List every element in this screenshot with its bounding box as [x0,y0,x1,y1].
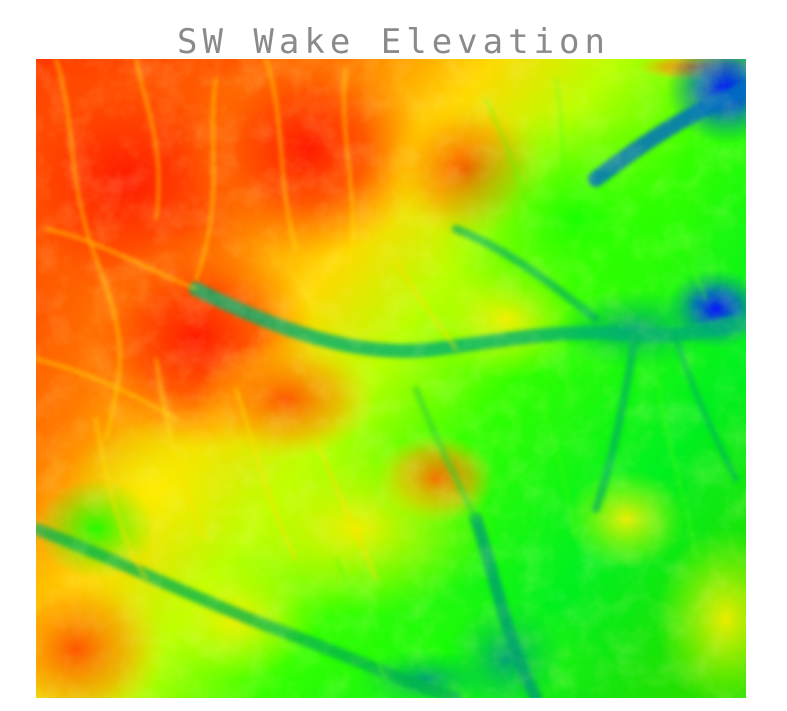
elevation-map[interactable] [36,59,746,698]
elevation-raster[interactable] [36,59,746,698]
map-title: SW Wake Elevation [177,22,610,62]
